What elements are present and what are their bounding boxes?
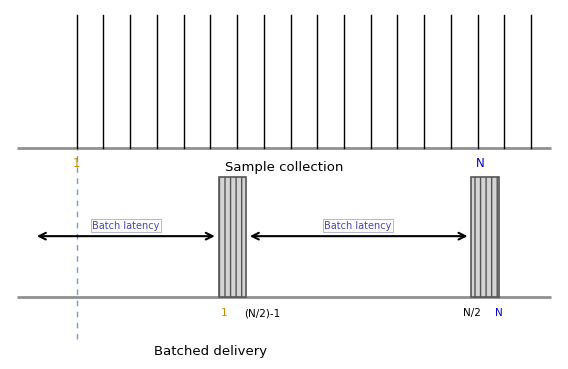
Text: N/2: N/2 bbox=[462, 308, 481, 318]
Text: Batch latency: Batch latency bbox=[93, 221, 160, 231]
Bar bbox=[471, 177, 499, 297]
Text: Batch latency: Batch latency bbox=[324, 221, 391, 231]
Text: Batched delivery: Batched delivery bbox=[153, 345, 267, 358]
Bar bbox=[219, 177, 246, 297]
Text: 1: 1 bbox=[73, 157, 81, 170]
Text: Sample collection: Sample collection bbox=[225, 161, 343, 173]
Text: 1: 1 bbox=[221, 308, 228, 318]
Text: (N/2)-1: (N/2)-1 bbox=[244, 308, 281, 318]
Text: N: N bbox=[495, 308, 503, 318]
Text: N: N bbox=[475, 157, 485, 170]
